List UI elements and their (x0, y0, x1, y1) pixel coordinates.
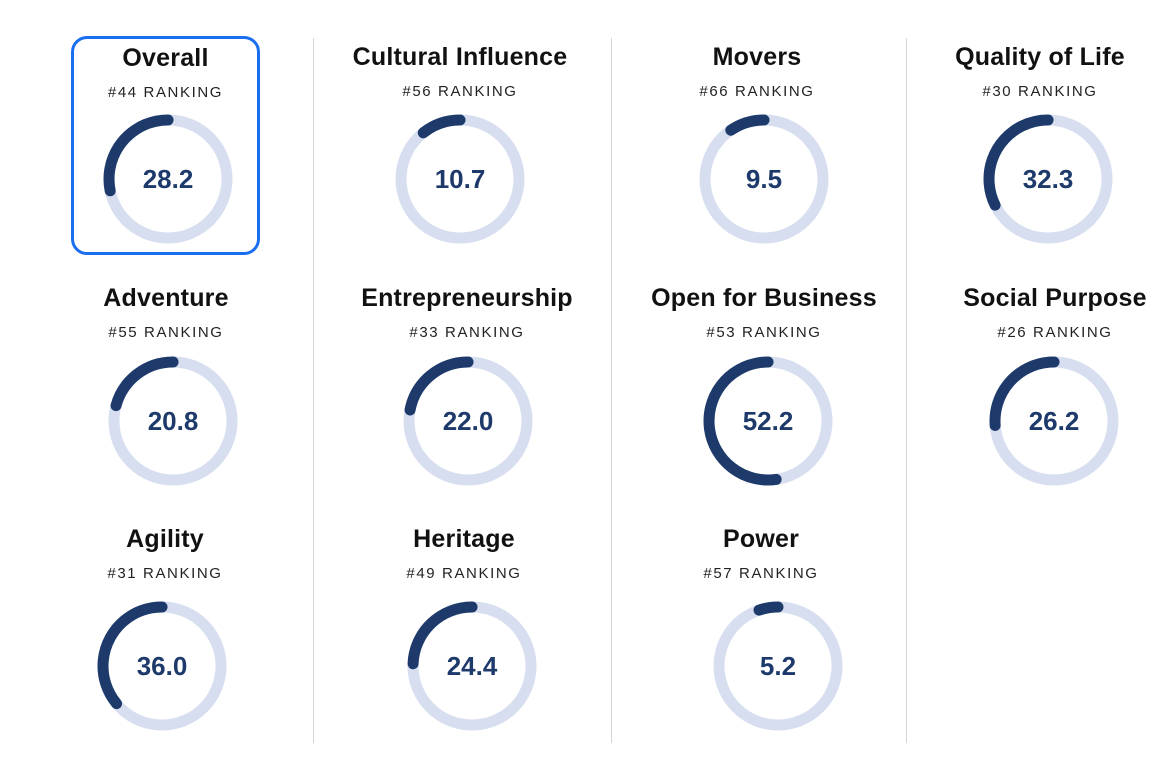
card-title: Social Purpose (963, 284, 1147, 312)
score-card-movers[interactable]: Movers #66 RANKING 9.5 (637, 39, 877, 259)
score-card-cultural-influence[interactable]: Cultural Influence #56 RANKING 10.7 (340, 39, 580, 259)
score-card-agility[interactable]: Agility #31 RANKING 36.0 (45, 521, 285, 741)
score-ring (108, 356, 238, 486)
score-card-open-for-business[interactable]: Open for Business #53 RANKING 52.2 (644, 280, 884, 500)
score-card-adventure[interactable]: Adventure #55 RANKING 20.8 (46, 280, 286, 500)
card-title: Cultural Influence (352, 43, 568, 71)
card-title: Open for Business (651, 284, 877, 312)
score-ring (97, 601, 227, 731)
score-ring (703, 356, 833, 486)
score-ring (983, 114, 1113, 244)
card-title: Heritage (413, 525, 515, 553)
card-ranking: #26 RANKING (997, 324, 1113, 341)
ring-progress-arc (103, 114, 233, 244)
ring-progress-arc (983, 114, 1113, 244)
card-title: Power (722, 525, 800, 553)
card-title: Quality of Life (955, 43, 1125, 71)
score-value: 24.4 (446, 651, 498, 681)
score-card-power[interactable]: Power #57 RANKING 5.2 (641, 521, 881, 741)
score-value: 10.7 (434, 164, 486, 194)
score-ring (103, 114, 233, 244)
ring-progress-arc (703, 356, 833, 486)
column-divider (313, 38, 314, 743)
score-value: 22.0 (442, 406, 494, 436)
score-value: 20.8 (147, 406, 199, 436)
score-value: 5.2 (759, 651, 797, 681)
score-value: 9.5 (745, 164, 783, 194)
card-ranking: #55 RANKING (108, 324, 224, 341)
card-ranking: #56 RANKING (402, 83, 518, 100)
ring-progress-arc (403, 356, 533, 486)
card-ranking: #53 RANKING (706, 324, 822, 341)
score-ring (407, 601, 537, 731)
score-value: 36.0 (136, 651, 188, 681)
ring-progress-arc (407, 601, 537, 731)
ring-progress-arc (989, 356, 1119, 486)
score-value: 52.2 (742, 406, 794, 436)
score-card-entrepreneurship[interactable]: Entrepreneurship #33 RANKING 22.0 (347, 280, 587, 500)
card-ranking: #49 RANKING (406, 565, 522, 582)
score-ring (713, 601, 843, 731)
column-divider (906, 38, 907, 743)
card-title: Adventure (103, 284, 229, 312)
card-ranking: #30 RANKING (982, 83, 1098, 100)
card-ranking: #57 RANKING (703, 565, 819, 582)
card-title: Movers (712, 43, 802, 71)
score-card-overall[interactable]: Overall #44 RANKING 28.2 (71, 36, 260, 255)
score-value: 28.2 (142, 164, 194, 194)
ring-progress-arc (699, 114, 829, 244)
score-card-quality-of-life[interactable]: Quality of Life #30 RANKING 32.3 (920, 39, 1160, 259)
score-ring (989, 356, 1119, 486)
ring-progress-arc (108, 356, 238, 486)
card-ranking: #31 RANKING (107, 565, 223, 582)
ring-progress-arc (395, 114, 525, 244)
score-ring (699, 114, 829, 244)
score-value: 26.2 (1028, 406, 1080, 436)
score-ring (403, 356, 533, 486)
score-card-social-purpose[interactable]: Social Purpose #26 RANKING 26.2 (935, 280, 1170, 500)
card-title: Entrepreneurship (361, 284, 573, 312)
card-ranking: #33 RANKING (409, 324, 525, 341)
ring-progress-arc (713, 601, 843, 731)
score-ring (395, 114, 525, 244)
card-title: Agility (126, 525, 204, 553)
score-value: 32.3 (1022, 164, 1074, 194)
column-divider (611, 38, 612, 743)
card-ranking: #66 RANKING (699, 83, 815, 100)
ring-progress-arc (97, 601, 227, 731)
card-title: Overall (122, 44, 209, 72)
score-card-heritage[interactable]: Heritage #49 RANKING 24.4 (344, 521, 584, 741)
card-ranking: #44 RANKING (107, 84, 224, 101)
